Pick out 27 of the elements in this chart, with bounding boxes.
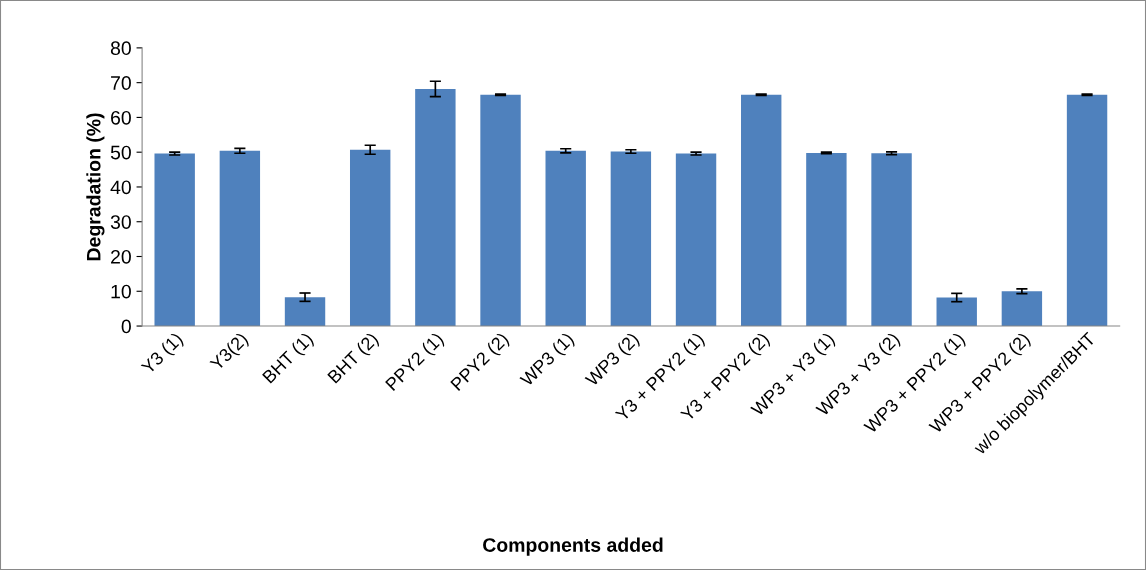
y-tick-label: 50 xyxy=(110,145,131,160)
bar xyxy=(480,94,521,327)
y-tick-label: 20 xyxy=(111,249,131,264)
x-tick-label: Y3 (1) xyxy=(140,331,186,378)
y-tick-label: 40 xyxy=(110,180,131,195)
bar xyxy=(610,151,652,327)
y-tick-label: 70 xyxy=(111,76,131,90)
bar xyxy=(741,94,782,327)
x-axis-title: Components added xyxy=(483,537,663,556)
bar xyxy=(871,153,912,327)
bar xyxy=(1001,291,1043,327)
bar xyxy=(545,150,586,327)
bar xyxy=(806,152,847,327)
y-tick-label: 10 xyxy=(111,284,131,299)
bar xyxy=(154,153,195,327)
y-axis-title: Degradation (%) xyxy=(86,113,105,261)
y-tick-label: 60 xyxy=(111,110,131,125)
bar xyxy=(1066,94,1108,327)
bar xyxy=(284,297,326,327)
bar xyxy=(415,88,456,327)
bar xyxy=(349,149,391,327)
y-tick-label: 30 xyxy=(110,215,131,229)
y-tick-label: 0 xyxy=(121,319,131,334)
bar xyxy=(936,297,977,327)
bar xyxy=(219,150,261,327)
y-tick-label: 80 xyxy=(110,41,131,56)
bar xyxy=(675,153,717,327)
